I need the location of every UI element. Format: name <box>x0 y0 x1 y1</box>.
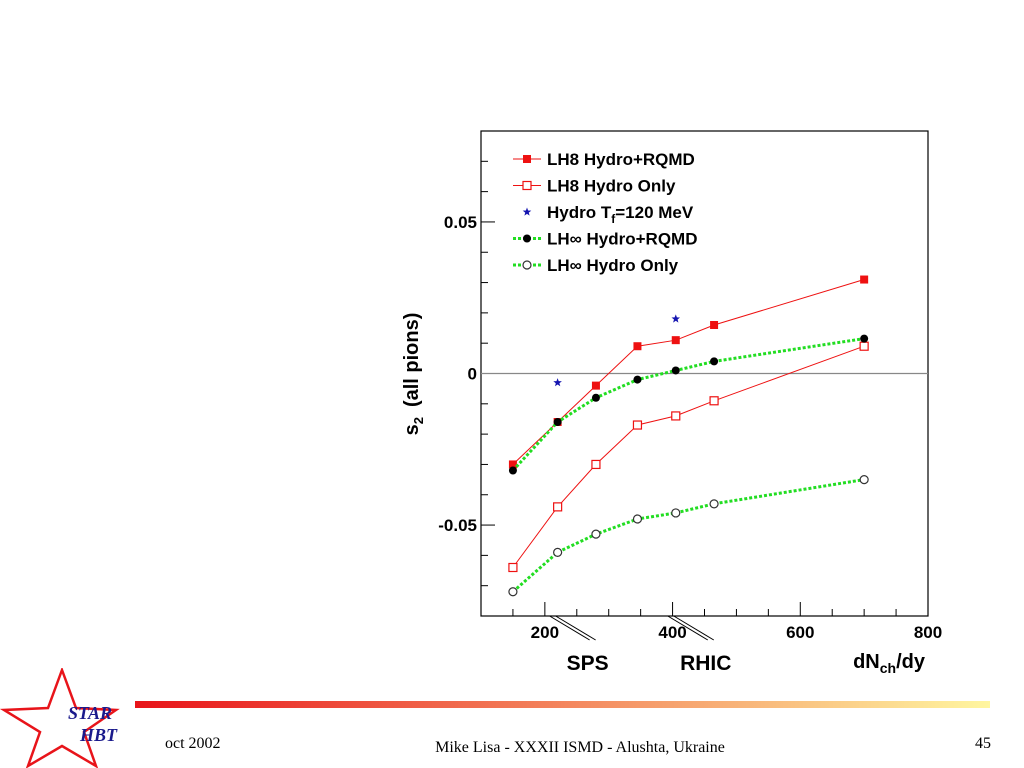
legend-marker <box>522 207 532 216</box>
series-3 <box>508 334 869 475</box>
data-point <box>859 341 869 351</box>
data-point <box>591 529 601 539</box>
data-point <box>553 502 563 512</box>
annotation-label: SPS <box>567 652 609 675</box>
series-2 <box>553 314 680 387</box>
footer-title: Mike Lisa - XXXII ISMD - Alushta, Ukrain… <box>435 739 725 756</box>
data-point <box>710 321 719 329</box>
y-tick-label: 0 <box>468 365 477 384</box>
legend-entry: LH∞ Hydro+RQMD <box>513 230 698 249</box>
annotations: SPS RHIC <box>549 615 731 675</box>
legend-label: Hydro Tf=120 MeV <box>547 203 694 226</box>
data-point <box>632 514 643 524</box>
annotation-pointer <box>549 615 590 641</box>
y-axis-title: s2(all pions) <box>401 313 426 436</box>
data-point <box>671 314 680 323</box>
data-point <box>671 366 680 375</box>
data-point <box>709 499 719 509</box>
data-point <box>632 420 643 430</box>
data-point <box>553 418 562 426</box>
legend-label: LH∞ Hydro Only <box>547 256 679 275</box>
data-point <box>591 381 600 390</box>
data-point <box>591 459 601 470</box>
data-point <box>671 336 680 345</box>
x-axis-ticks: 200 400 600 800 <box>512 602 942 642</box>
data-point <box>633 375 642 384</box>
data-point <box>508 460 517 469</box>
data-point <box>633 342 642 351</box>
legend-entry: Hydro Tf=120 MeV <box>522 203 694 226</box>
footer-date: oct 2002 <box>165 735 221 752</box>
data-point <box>709 396 719 406</box>
data-point <box>508 466 517 475</box>
y-tick-label: -0.05 <box>438 516 477 535</box>
legend-marker <box>523 234 531 243</box>
star-icon <box>0 668 120 768</box>
x-tick-label: 800 <box>914 623 942 642</box>
data-point <box>671 411 681 421</box>
annotation-rhic: RHIC <box>667 615 731 675</box>
legend-entry: LH∞ Hydro Only <box>513 256 679 275</box>
y-axis-ticks: -0.05 0 0.05 <box>438 160 495 587</box>
annotation-pointer <box>673 615 715 641</box>
legend-label: LH8 Hydro Only <box>547 177 676 196</box>
data-point <box>553 547 563 557</box>
data-point <box>860 275 869 284</box>
series-4 <box>508 474 869 597</box>
data-point <box>508 562 518 573</box>
annotation-pointer <box>555 615 596 641</box>
data-point <box>671 508 681 518</box>
legend-label: LH∞ Hydro+RQMD <box>547 230 698 249</box>
annotation-pointer <box>667 615 709 641</box>
annotation-label: RHIC <box>680 652 731 675</box>
logo-line-star: STAR <box>68 703 112 723</box>
legend-marker <box>522 260 532 270</box>
legend-marker <box>523 155 531 163</box>
legend-entry: LH8 Hydro Only <box>513 177 676 196</box>
legend-entry: LH8 Hydro+RQMD <box>513 150 695 169</box>
data-point <box>508 587 518 597</box>
data-point <box>591 393 600 402</box>
footer-page-number: 45 <box>975 735 991 752</box>
legend-marker <box>522 180 532 191</box>
footer-divider <box>135 701 990 708</box>
x-axis-title: dNch/dy <box>853 651 926 676</box>
legend-label: LH8 Hydro+RQMD <box>547 150 695 169</box>
x-tick-label: 600 <box>786 623 814 642</box>
x-tick-label: 200 <box>531 623 559 642</box>
y-tick-label: 0.05 <box>444 213 477 232</box>
data-point <box>860 334 869 343</box>
star-hbt-logo: STAR HBT <box>0 668 120 768</box>
data-point <box>553 378 562 387</box>
logo-line-hbt: HBT <box>79 725 118 745</box>
x-tick-label: 400 <box>658 623 686 642</box>
data-point <box>859 474 869 485</box>
annotation-sps: SPS <box>549 615 609 675</box>
legend: LH8 Hydro+RQMD LH8 Hydro Only Hydro Tf=120… <box>513 150 698 275</box>
data-point <box>710 357 719 366</box>
series-layer <box>508 275 869 597</box>
